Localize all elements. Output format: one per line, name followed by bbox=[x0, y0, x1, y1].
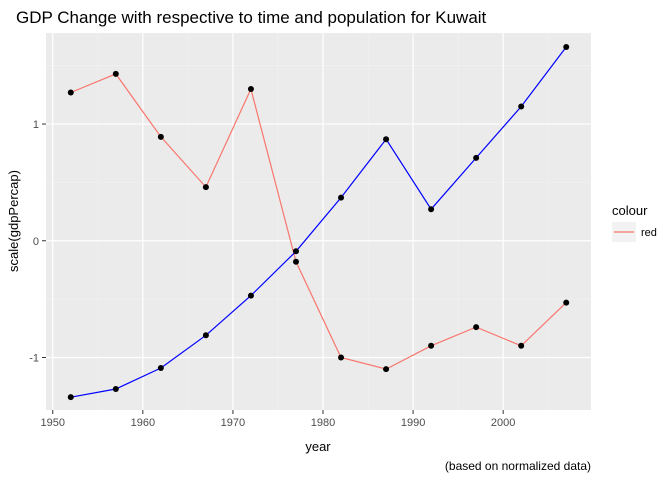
data-point-series-1 bbox=[202, 184, 209, 191]
series-points bbox=[67, 44, 570, 401]
data-point-series-2 bbox=[292, 248, 299, 255]
data-point-series-1 bbox=[428, 342, 435, 349]
x-tick-label: 1950 bbox=[41, 417, 65, 429]
legend: colour red bbox=[612, 203, 657, 242]
series-lines bbox=[70, 46, 567, 398]
y-axis-title: scale(gdpPercap) bbox=[6, 170, 21, 272]
x-tick-label: 1960 bbox=[131, 417, 155, 429]
data-point-series-2 bbox=[67, 394, 74, 401]
y-tick-label: 0 bbox=[33, 236, 39, 248]
data-point-series-2 bbox=[157, 364, 164, 371]
data-point-series-1 bbox=[157, 133, 164, 140]
data-point-series-2 bbox=[247, 292, 254, 299]
data-point-series-1 bbox=[112, 70, 119, 77]
data-point-series-2 bbox=[473, 154, 480, 161]
legend-title: colour bbox=[612, 203, 648, 218]
plot-panel bbox=[46, 33, 591, 410]
grid-major bbox=[46, 33, 591, 410]
x-tick-label: 1980 bbox=[311, 417, 335, 429]
x-tick-label: 1990 bbox=[401, 417, 425, 429]
data-point-series-2 bbox=[383, 136, 390, 143]
legend-label-red: red bbox=[641, 227, 657, 239]
chart-caption: (based on normalized data) bbox=[445, 459, 591, 473]
data-point-series-1 bbox=[67, 89, 74, 96]
data-point-series-2 bbox=[428, 206, 435, 213]
series-line-1 bbox=[70, 73, 567, 370]
data-point-series-1 bbox=[473, 324, 480, 331]
y-tick-label: 1 bbox=[33, 119, 39, 131]
data-point-series-1 bbox=[518, 342, 525, 349]
x-axis-ticks: 1950 1960 1970 1980 1990 2000 bbox=[41, 410, 515, 429]
data-point-series-2 bbox=[518, 103, 525, 110]
x-tick-label: 2000 bbox=[491, 417, 515, 429]
series-line-2 bbox=[70, 46, 567, 398]
chart-title: GDP Change with respective to time and p… bbox=[16, 8, 487, 27]
x-tick-label: 1970 bbox=[221, 417, 245, 429]
data-point-series-1 bbox=[338, 354, 345, 361]
data-point-series-1 bbox=[383, 366, 390, 373]
data-point-series-1 bbox=[563, 299, 570, 306]
data-point-series-2 bbox=[338, 194, 345, 201]
data-point-series-2 bbox=[112, 385, 119, 392]
grid-minor bbox=[46, 33, 591, 410]
x-axis-title: year bbox=[305, 439, 331, 454]
data-point-series-1 bbox=[247, 86, 254, 93]
data-point-series-2 bbox=[202, 332, 209, 339]
y-axis-ticks: -1 0 1 bbox=[29, 119, 46, 364]
y-tick-label: -1 bbox=[29, 352, 39, 364]
data-point-series-1 bbox=[292, 258, 299, 265]
data-point-series-2 bbox=[563, 44, 570, 51]
